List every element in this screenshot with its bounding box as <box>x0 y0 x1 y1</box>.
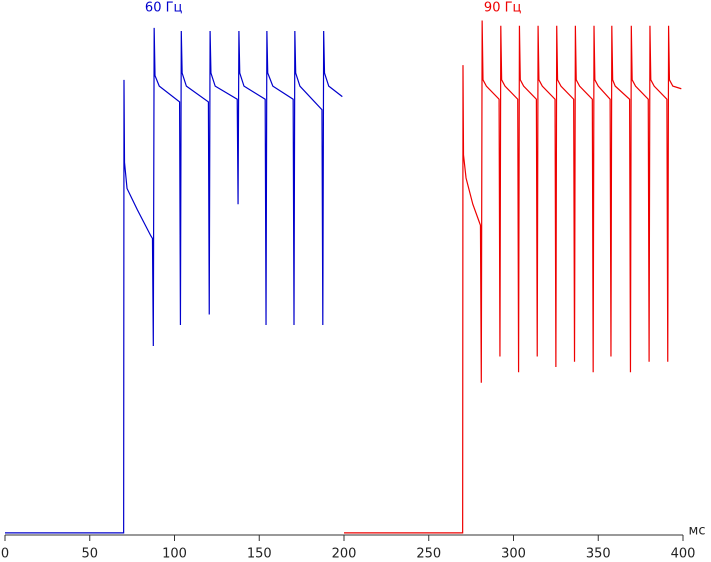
x-tick-label: 400 <box>671 547 696 562</box>
legend-label: 90 Гц <box>484 1 522 16</box>
series-line <box>5 27 343 534</box>
x-tick-label: 0 <box>1 547 9 562</box>
x-tick-label: 300 <box>501 547 526 562</box>
x-tick-label: 50 <box>81 547 98 562</box>
x-tick-label: 150 <box>247 547 272 562</box>
x-tick-label: 100 <box>162 547 187 562</box>
x-tick-label: 250 <box>416 547 441 562</box>
x-axis-label: мс <box>689 524 706 539</box>
x-tick-label: 350 <box>586 547 611 562</box>
series-line <box>344 20 682 534</box>
x-tick-label: 200 <box>332 547 357 562</box>
legend-label: 60 Гц <box>145 1 183 16</box>
